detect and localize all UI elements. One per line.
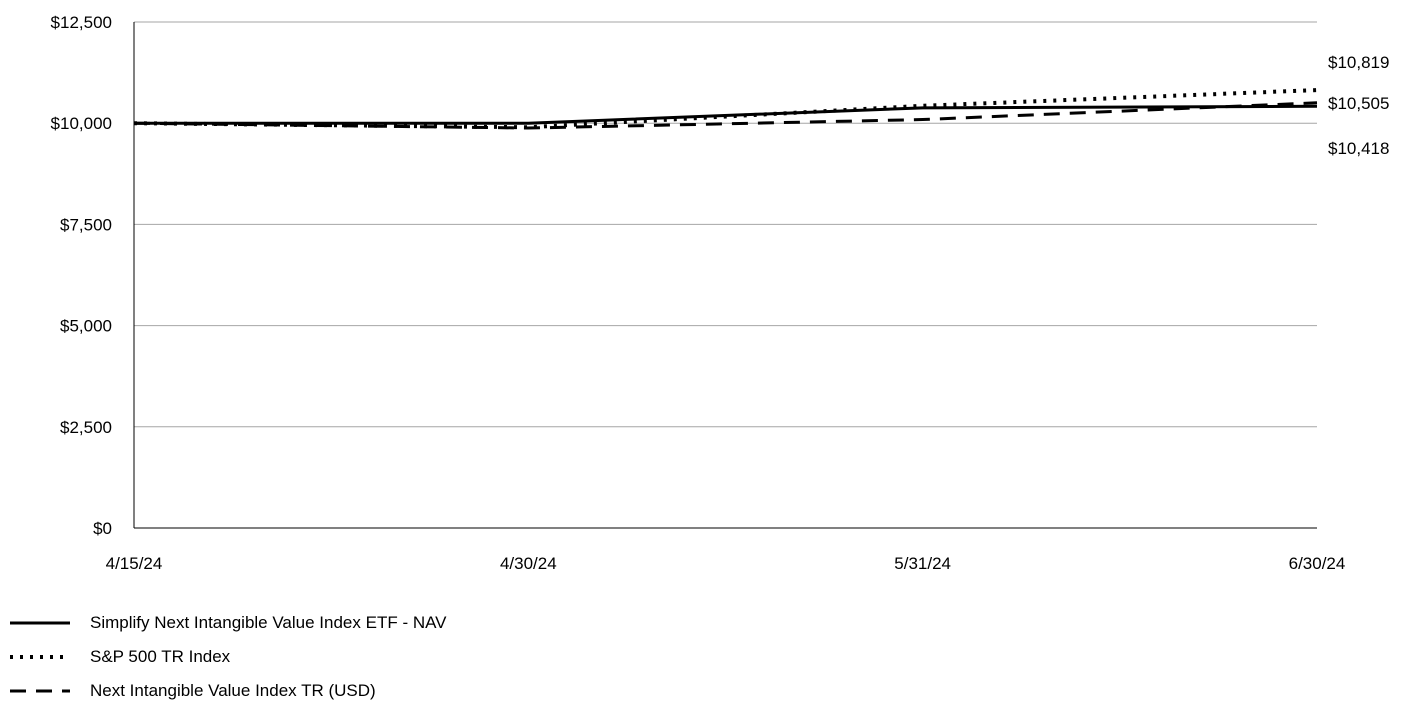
legend: Simplify Next Intangible Value Index ETF… [8,606,447,708]
end-value-label: $10,418 [1328,139,1389,158]
gridlines [134,21,1317,428]
legend-item-nav: Simplify Next Intangible Value Index ETF… [8,606,447,640]
x-axis-ticks: 4/15/24 4/30/24 5/31/24 6/30/24 [106,554,1346,573]
y-tick-label: $7,500 [60,215,112,234]
end-value-label: $10,505 [1328,94,1389,113]
y-tick-label: $2,500 [60,418,112,437]
x-tick-label: 4/30/24 [500,554,557,573]
legend-swatch-dotted [10,655,70,659]
y-tick-label: $5,000 [60,317,112,336]
y-tick-label: $0 [93,519,112,538]
legend-item-index: Next Intangible Value Index TR (USD) [8,674,447,708]
legend-label: Next Intangible Value Index TR (USD) [90,681,376,700]
y-tick-label: $10,000 [51,114,112,133]
series-line-solid [134,104,1318,125]
legend-label: Simplify Next Intangible Value Index ETF… [90,613,447,632]
line-chart: $0 $2,500 $5,000 $7,500 $10,000 $12,500 4/15/… [51,13,1390,573]
y-tick-label: $12,500 [51,13,112,32]
series-line-dotted [133,88,1318,130]
end-value-label: $10,819 [1328,53,1389,72]
legend-label: S&P 500 TR Index [90,647,231,666]
x-tick-label: 6/30/24 [1289,554,1346,573]
legend-swatch-solid [10,621,70,625]
y-axis-ticks: $0 $2,500 $5,000 $7,500 $10,000 $12,500 [51,13,112,538]
series-lines [133,88,1318,130]
x-tick-label: 5/31/24 [894,554,951,573]
end-labels: $10,418 $10,819 $10,505 [1328,53,1389,158]
series-line-dashed [133,101,1318,130]
legend-item-sp500: S&P 500 TR Index [8,640,447,674]
x-tick-label: 4/15/24 [106,554,163,573]
legend-swatch-dashed [10,689,70,693]
